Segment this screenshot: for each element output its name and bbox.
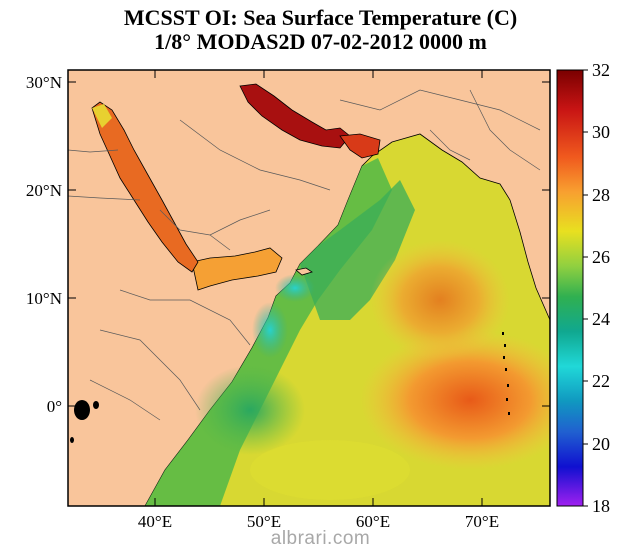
warm-central bbox=[370, 240, 510, 360]
watermark: albrari.com bbox=[0, 528, 641, 550]
colorbar-label-32: 32 bbox=[592, 60, 610, 80]
lat-label-20n: 20°N bbox=[26, 181, 62, 200]
colorbar-ticks bbox=[583, 70, 588, 506]
colorbar: 32 30 28 26 24 22 20 18 bbox=[557, 60, 610, 516]
colorbar-label-26: 26 bbox=[592, 247, 610, 267]
colorbar-label-28: 28 bbox=[592, 185, 610, 205]
yellow-band bbox=[250, 440, 410, 500]
cyan-upwelling-2 bbox=[275, 274, 315, 302]
lat-label-0: 0° bbox=[47, 397, 62, 416]
map-plot-area bbox=[68, 70, 580, 506]
cyan-upwelling bbox=[252, 302, 288, 358]
colorbar-label-30: 30 bbox=[592, 122, 610, 142]
colorbar-label-20: 20 bbox=[592, 434, 610, 454]
colorbar-gradient bbox=[557, 70, 583, 506]
lat-label-30n: 30°N bbox=[26, 73, 62, 92]
lat-label-10n: 10°N bbox=[26, 289, 62, 308]
colorbar-label-24: 24 bbox=[592, 309, 610, 329]
colorbar-label-22: 22 bbox=[592, 371, 610, 391]
green-somali bbox=[195, 365, 305, 455]
colorbar-label-18: 18 bbox=[592, 496, 610, 516]
